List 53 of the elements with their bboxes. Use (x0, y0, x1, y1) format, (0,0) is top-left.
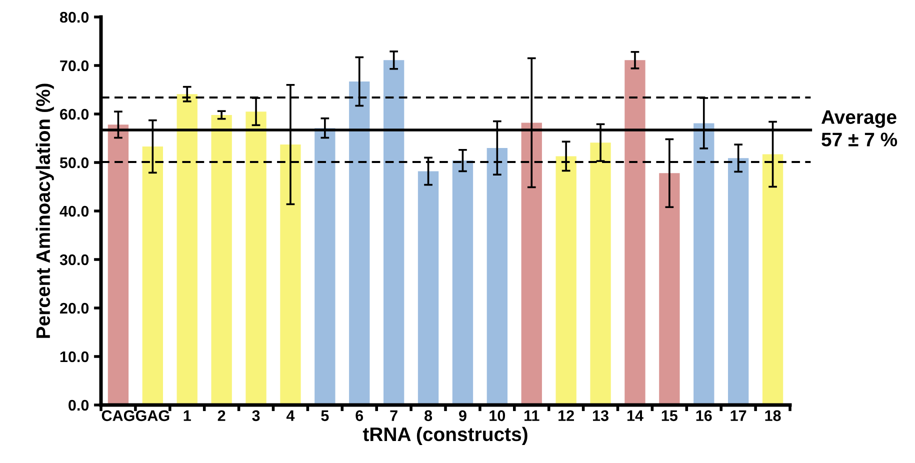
y-tick-label: 0.0 (68, 400, 89, 411)
x-tick-label: 18 (765, 410, 781, 422)
bar (142, 146, 164, 405)
x-tick-label: 15 (662, 410, 678, 422)
bar (314, 128, 336, 405)
x-tick-label: 9 (459, 410, 466, 422)
x-tick-label: 13 (592, 410, 608, 422)
bar (211, 114, 232, 405)
bar (556, 156, 576, 405)
bar (246, 112, 266, 405)
y-tick-label: 10.0 (60, 351, 89, 362)
bar (694, 123, 714, 405)
x-tick-label: 14 (627, 410, 644, 421)
text: Average (821, 110, 896, 128)
y-tick-label: 70.0 (60, 60, 89, 72)
bar (349, 82, 370, 405)
x-tick-label: 16 (696, 410, 712, 422)
x-tick-label: 5 (321, 410, 329, 422)
y-tick-label: 80.0 (60, 12, 89, 23)
bar (418, 171, 439, 405)
x-tick-label: 6 (356, 410, 364, 422)
x-tick-label: 3 (252, 410, 260, 422)
y-axis-title: Percent Aminoacylation (%) (36, 84, 54, 338)
x-tick-label: 11 (524, 410, 540, 421)
y-tick-label: 40.0 (60, 206, 89, 217)
y-tick-label: 60.0 (60, 108, 89, 120)
bar (108, 124, 129, 405)
x-axis-title: tRNA (constructs) (362, 426, 528, 446)
x-tick-label: GAG (136, 410, 170, 422)
bar (486, 148, 508, 405)
bar (590, 142, 611, 405)
y-tick-label: 50.0 (60, 157, 89, 168)
x-tick-label: 2 (218, 410, 226, 421)
x-tick-label: 7 (390, 410, 398, 421)
x-tick-label: CAG (102, 410, 134, 422)
bar (176, 94, 198, 405)
bar (659, 173, 680, 405)
x-tick-label: 12 (558, 410, 574, 421)
bar (728, 158, 749, 405)
y-tick-label: 30.0 (60, 254, 89, 266)
bar (280, 144, 301, 405)
bar (383, 60, 404, 405)
x-tick-label: 8 (424, 410, 432, 422)
text: 57 ± 7 % (822, 132, 898, 146)
y-tick-label: 20.0 (60, 302, 89, 314)
bar (521, 122, 542, 405)
x-tick-label: 10 (490, 410, 506, 422)
bar (762, 154, 784, 405)
x-tick-label: 4 (286, 410, 295, 421)
bar (452, 160, 474, 405)
x-tick-label: 1 (184, 410, 191, 421)
x-tick-label: 17 (730, 410, 746, 421)
bar (624, 60, 646, 405)
